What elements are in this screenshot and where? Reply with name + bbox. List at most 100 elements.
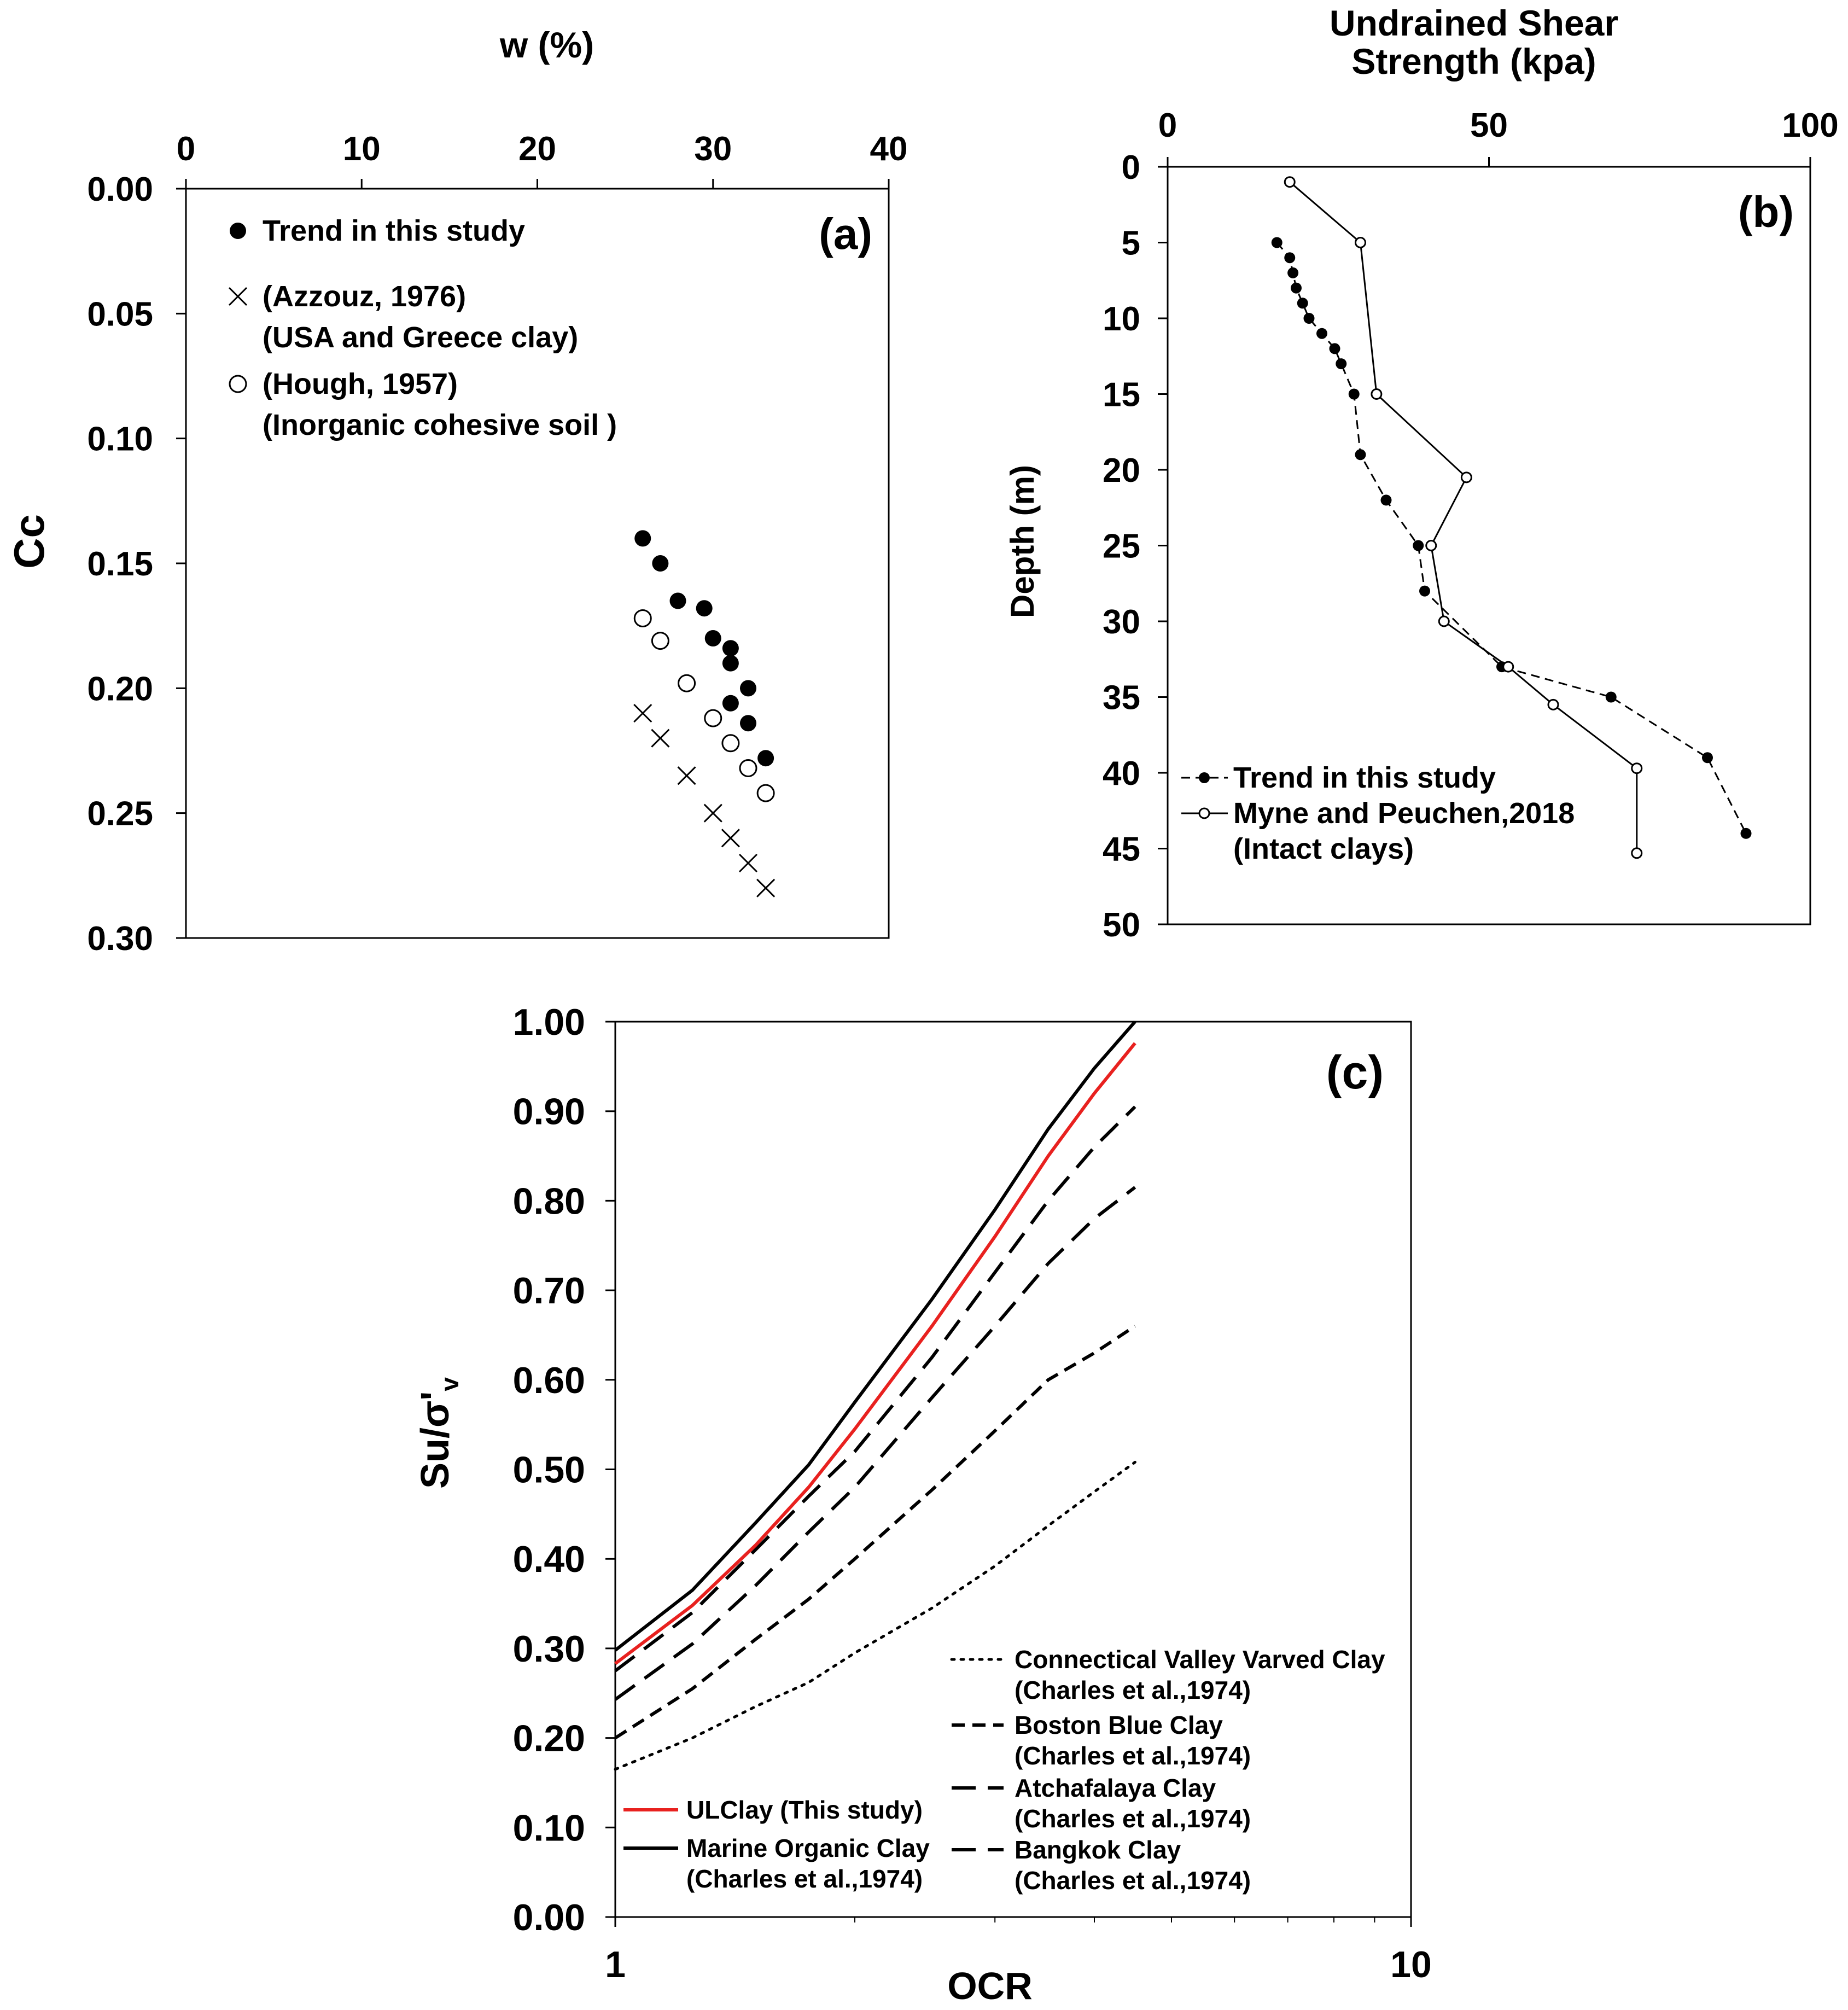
- panel-label: (b): [1738, 188, 1794, 236]
- y-tick-label: 0.30: [513, 1628, 585, 1670]
- data-point: [634, 530, 651, 547]
- data-point: [1287, 267, 1299, 278]
- series-line: [1289, 181, 1638, 853]
- data-point: [1284, 176, 1296, 188]
- x-tick-label: 10: [1390, 1944, 1432, 1985]
- data-point: [1631, 762, 1643, 774]
- data-point: [1425, 540, 1437, 551]
- y-tick-label: 0.50: [513, 1449, 585, 1491]
- y-tick-label: 0.15: [87, 545, 153, 583]
- series-line: [614, 1042, 1136, 1665]
- plot-frame-c: [614, 1021, 1412, 1918]
- data-point: [1291, 282, 1302, 294]
- data-point: [1631, 847, 1643, 859]
- y-tick-label: 15: [1103, 376, 1140, 414]
- y-tick-label: 0.10: [87, 421, 153, 458]
- y-tick-label: 0.60: [513, 1360, 585, 1401]
- legend-label: (Hough, 1957): [263, 368, 458, 400]
- chart-c: 0.00 0.10 0.20 0.30 0.40 0.50 0.60 0.70 0.80 0.90…: [413, 1001, 1432, 2007]
- data-point: [738, 853, 758, 873]
- y-tick-label: 0.70: [513, 1270, 585, 1312]
- data-point: [756, 878, 776, 898]
- data-point: [1284, 252, 1296, 264]
- y-axis-label: Cc: [5, 514, 53, 569]
- x-tick-label: 30: [694, 130, 732, 168]
- data-point: [1303, 313, 1315, 324]
- data-point: [721, 734, 740, 753]
- data-point: [1460, 471, 1472, 483]
- x-axis-label: w (%): [499, 25, 594, 65]
- data-point: [1740, 828, 1752, 839]
- data-point: [1502, 661, 1514, 673]
- legend-sublabel: (USA and Greece clay): [263, 321, 578, 354]
- data-point: [1297, 298, 1308, 309]
- data-point: [740, 680, 756, 697]
- data-point: [1329, 343, 1340, 354]
- data-point: [669, 592, 686, 609]
- legend-label: Atchafalaya Clay: [1015, 1774, 1216, 1802]
- data-point-stroke: [651, 729, 670, 748]
- data-point: [651, 632, 669, 650]
- data-point: [1605, 691, 1617, 703]
- data-point: [756, 784, 775, 802]
- legend-a: Trend in this study (Azzouz, 1976) (USA an…: [228, 214, 617, 441]
- legend-label: Trend in this study: [263, 214, 525, 247]
- data-point: [1316, 328, 1327, 339]
- data-point: [652, 555, 669, 572]
- data-point: [704, 630, 721, 646]
- data-point: [739, 759, 757, 777]
- legend-label: Boston Blue Clay: [1015, 1711, 1223, 1739]
- data-point: [740, 715, 756, 732]
- legend-label: Trend in this study: [1233, 761, 1496, 794]
- chart-b: 0 50 100 0 5 10 15 20 25 30 35 40 45 50 Undrained Shea…: [1004, 3, 1839, 944]
- y-tick-label: 1.00: [513, 1001, 585, 1043]
- data-point: [1336, 358, 1347, 370]
- data-point: [651, 729, 670, 748]
- data-point: [1271, 237, 1282, 248]
- x-tick-label: 10: [343, 130, 381, 168]
- legend-label: Connectical Valley Varved Clay: [1015, 1645, 1385, 1674]
- x-tick-label: 1: [605, 1944, 626, 1985]
- y-tick-label: 0.20: [87, 670, 153, 708]
- data-point-stroke: [721, 829, 740, 848]
- legend-label: Marine Organic Clay: [686, 1834, 930, 1862]
- data-point-stroke: [677, 766, 696, 785]
- legend-sublabel: (Charles et al.,1974): [1015, 1804, 1251, 1833]
- x-tick-label: 100: [1782, 107, 1838, 144]
- x-tick-label: 0: [1158, 107, 1177, 144]
- data-point: [704, 709, 722, 727]
- legend-marker: [230, 223, 246, 239]
- y-tick-label: 0.20: [513, 1718, 585, 1760]
- series-line: [1276, 242, 1747, 834]
- y-tick-label: 30: [1103, 603, 1140, 641]
- x-tick-label: 20: [518, 130, 556, 168]
- y-axis-label: Su/σ'v: [413, 1377, 464, 1489]
- x-tick-label: 50: [1470, 107, 1508, 144]
- data-point-stroke: [756, 878, 776, 898]
- x-tick-label: 40: [870, 130, 908, 168]
- chart-a: 0 10 20 30 40 0.00 0.05 0.10 0.15 0.20 0.25 0.30 w (…: [5, 25, 907, 958]
- legend-marker: [229, 375, 247, 393]
- data-point: [1380, 494, 1392, 506]
- legend-sublabel: (Intact clays): [1233, 832, 1414, 865]
- x-tick-label: 0: [177, 130, 195, 168]
- x-axis-label-line2: Strength (kpa): [1351, 41, 1596, 81]
- y-tick-label: 0.00: [87, 171, 153, 208]
- data-point: [1348, 388, 1360, 400]
- y-tick-label: 10: [1103, 300, 1140, 338]
- legend-label: Myne and Peuchen,2018: [1233, 797, 1575, 830]
- series-line: [614, 1021, 1136, 1652]
- data-point: [703, 803, 722, 823]
- legend-sublabel: (Charles et al.,1974): [1015, 1866, 1251, 1895]
- legend-sublabel: (Charles et al.,1974): [686, 1865, 923, 1893]
- y-tick-label: 20: [1103, 452, 1140, 490]
- series-line: [614, 1186, 1136, 1701]
- data-point: [1371, 388, 1383, 400]
- series-line: [614, 1325, 1136, 1740]
- series-line: [614, 1105, 1136, 1673]
- y-tick-label: 50: [1103, 906, 1140, 944]
- x-axis-label: OCR: [947, 1965, 1033, 2007]
- legend-marker: [1199, 772, 1210, 783]
- legend-marker-stroke: [228, 287, 248, 306]
